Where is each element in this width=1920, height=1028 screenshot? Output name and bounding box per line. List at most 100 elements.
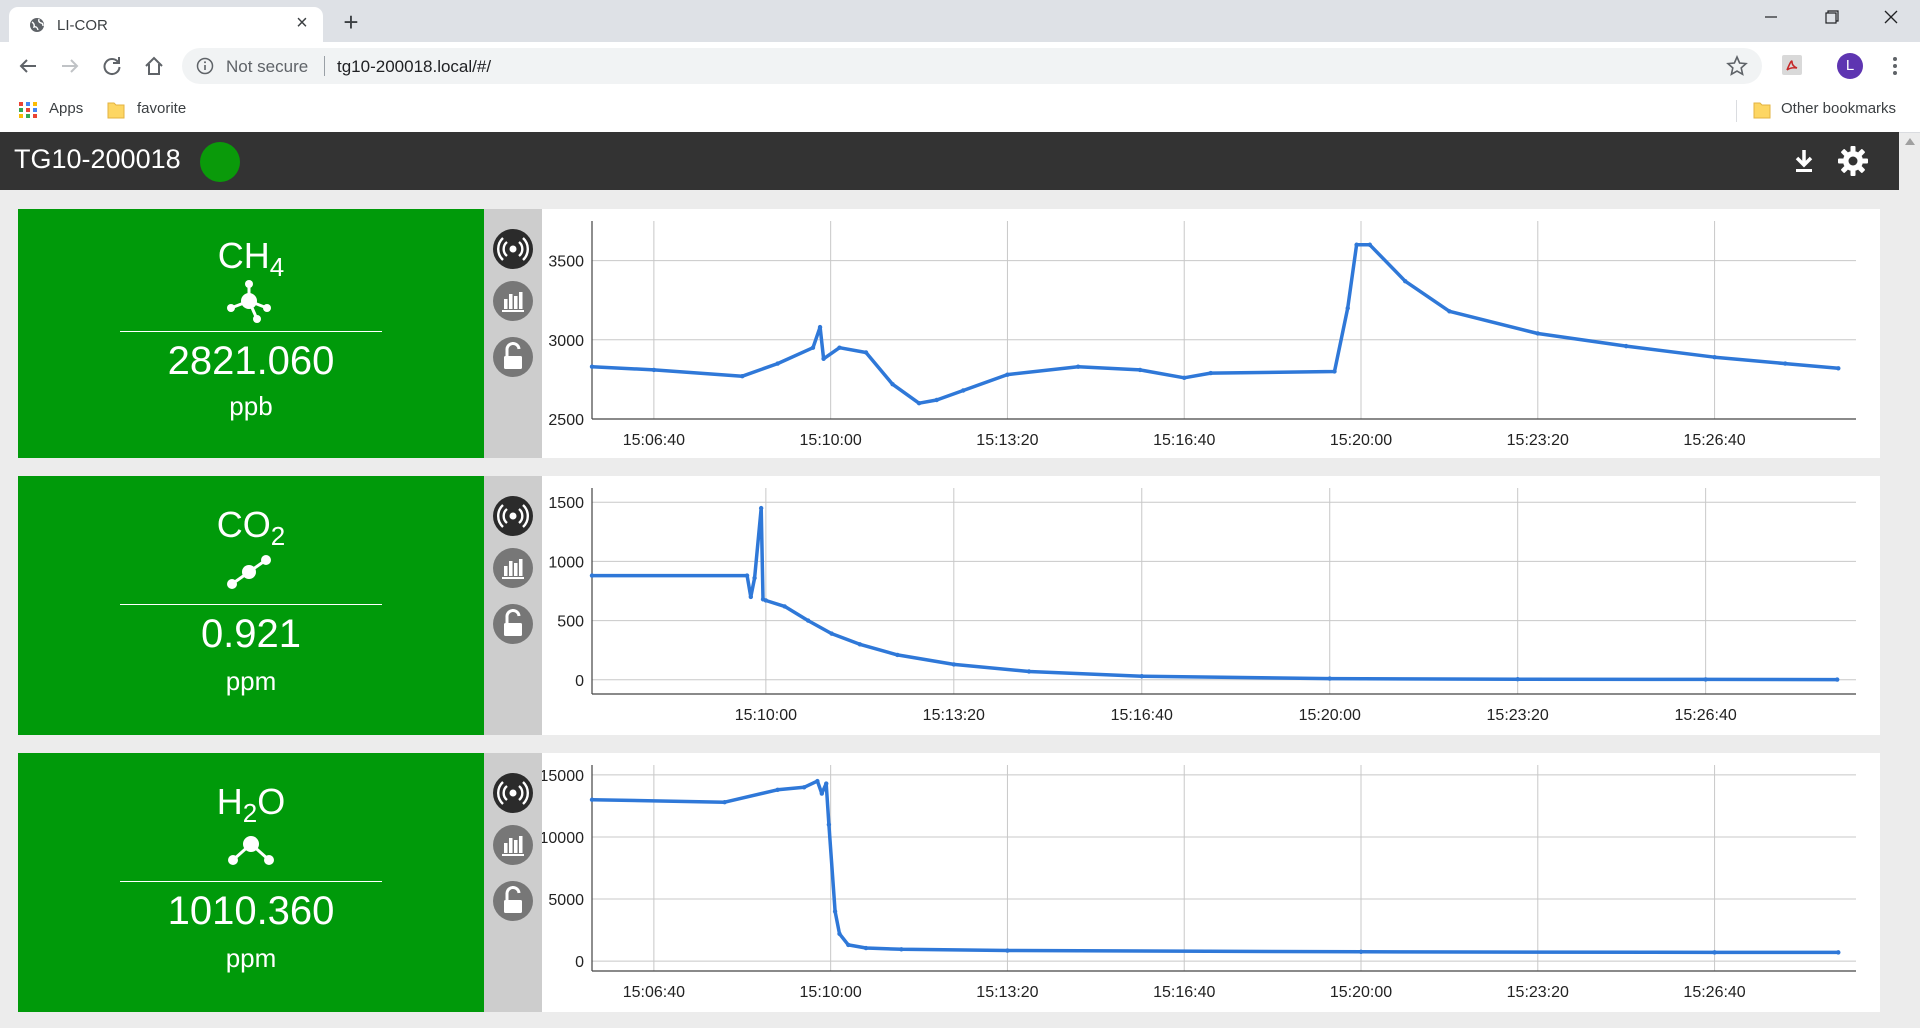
back-arrow-icon[interactable] [14,52,42,80]
h2o-y-tick-label: 5000 [548,892,584,909]
co2-data-point [895,652,900,658]
ch4-data-point [651,367,657,373]
ch4-x-tick-label: 15:26:40 [1683,432,1745,449]
address-bar[interactable]: Not secure tg10-200018.local/#/ [182,48,1762,84]
co2-data-point [805,618,811,623]
co2-readout: CO2 0.921 ppm [18,476,484,735]
co2-statistics-icon[interactable] [493,548,533,588]
globe-icon [30,18,44,32]
co2-data-point [763,598,769,603]
bookmark-favorite[interactable]: favorite [137,100,187,117]
ch4-live-broadcast-icon[interactable] [493,229,533,269]
ch4-molecule-icon [227,280,271,323]
co2-data-point [748,594,754,600]
co2-data-point [1703,677,1708,682]
ch4-unit: ppb [229,391,273,421]
co2-x-tick-label: 15:10:00 [735,707,797,724]
co2-x-tick-label: 15:23:20 [1487,707,1549,724]
ch4-data-point [1623,343,1629,349]
ch4-chart-svg: 2500 3000 3500 15:06:40 15:10:00 15:13:20 15:1… [548,221,1856,449]
restore-window-icon[interactable] [1802,0,1860,36]
url-text[interactable]: tg10-200018.local/#/ [337,57,492,76]
h2o-data-point [1712,950,1717,955]
h2o-y-tick-label: 10000 [542,830,584,847]
ch4-data-point [1345,305,1350,311]
h2o-data-point [1836,950,1841,955]
h2o-unlock-icon[interactable] [493,881,533,921]
h2o-data-point [837,931,842,936]
ch4-data-point [837,345,842,350]
co2-x-tick-label: 15:16:40 [1111,707,1173,724]
h2o-x-tick-label: 15:26:40 [1683,984,1745,1001]
profile-avatar[interactable]: L [1837,53,1863,79]
bookmark-apps[interactable]: Apps [49,100,84,117]
h2o-live-broadcast-icon[interactable] [493,773,533,813]
apps-grid-icon[interactable] [18,98,38,122]
co2-y-tick-label: 0 [575,673,584,690]
ch4-data-point [1208,370,1213,376]
co2-y-tick-label: 1500 [548,495,584,512]
co2-unlock-icon[interactable] [493,604,533,644]
co2-data-point [758,505,764,511]
bookmark-other[interactable]: Other bookmarks [1781,100,1897,117]
new-tab-icon[interactable]: + [343,7,359,37]
ch4-x-tick-label: 15:13:20 [976,432,1038,449]
h2o-x-tick-label: 15:06:40 [623,984,685,1001]
app-header: TG10-200018 [0,132,1899,190]
ch4-data-point [1447,309,1452,314]
co2-data-point [1139,674,1144,679]
browser-menu-icon[interactable] [1885,53,1905,79]
pdf-extension-icon[interactable] [1780,53,1804,77]
ch4-divider [120,331,382,332]
reload-icon[interactable] [98,52,126,80]
h2o-data-point [824,781,829,786]
ch4-data-point [1354,242,1359,247]
ch4-data-point [817,324,823,330]
co2-live-broadcast-icon[interactable] [493,496,533,536]
h2o-x-tick-label: 15:10:00 [800,984,862,1001]
co2-data-point [829,631,834,636]
ch4-y-tick-label: 3500 [548,254,584,271]
h2o-series-line [591,779,1839,955]
ch4-x-tick-label: 15:06:40 [623,432,685,449]
co2-y-tick-label: 1000 [548,554,584,571]
tab-title: LI-COR [57,17,108,34]
ch4-data-point [821,356,826,362]
forward-arrow-icon[interactable] [56,52,84,80]
home-icon[interactable] [140,52,168,80]
info-icon[interactable] [196,57,214,75]
co2-data-point [1327,676,1332,681]
h2o-data-point [775,787,780,793]
close-window-icon[interactable] [1862,0,1920,36]
ch4-data-point [775,361,780,366]
h2o-data-point [801,785,807,790]
h2o-statistics-icon[interactable] [493,825,533,865]
folder-icon[interactable] [106,98,126,122]
folder-icon[interactable] [1752,98,1772,122]
h2o-controls [484,753,542,1012]
browser-toolbar: Not secure tg10-200018.local/#/ L [0,42,1920,90]
bookmark-star-icon[interactable] [1726,55,1748,77]
browser-tab[interactable]: LI-COR × [9,7,323,42]
tab-close-icon[interactable]: × [296,12,308,34]
ch4-value: 2821.060 [167,339,335,383]
h2o-molecule-icon [228,836,274,865]
ch4-data-point [1836,366,1841,371]
scrollbar-up-arrow-icon[interactable] [1904,136,1916,146]
ch4-panel: CH4 2821.060 ppb 2500 3000 3500 15:06:40 15:… [18,209,1880,458]
h2o-data-point [846,942,851,948]
browser-tabstrip: LI-COR × + [0,0,1920,42]
ch4-x-tick-label: 15:10:00 [800,432,862,449]
ch4-unlock-icon[interactable] [493,337,533,377]
co2-controls [484,476,542,735]
settings-gear-icon[interactable] [1836,144,1870,178]
ch4-x-tick-label: 15:20:00 [1330,432,1392,449]
download-icon[interactable] [1787,144,1821,178]
co2-x-tick-label: 15:13:20 [923,707,985,724]
minimize-window-icon[interactable] [1742,0,1800,36]
h2o-unit: ppm [225,943,277,973]
address-separator [324,56,325,76]
ch4-statistics-icon[interactable] [493,281,533,321]
h2o-readout: H2O 1010.360 ppm [18,753,484,1012]
co2-chart: 0 500 1000 1500 15:10:00 15:13:20 15:16:40 15:2… [542,476,1880,735]
